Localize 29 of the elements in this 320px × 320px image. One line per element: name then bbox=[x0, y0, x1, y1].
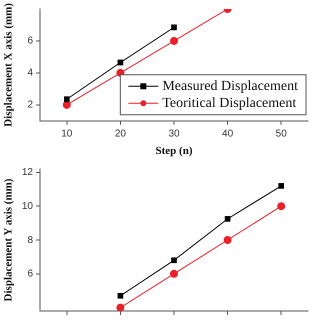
legend-label: Teoritical Displacement bbox=[162, 96, 296, 111]
point bbox=[118, 60, 124, 66]
y-axis-title: Displacement X axis (mm) bbox=[2, 2, 14, 127]
y-axis-title: Displacement Y axis (mm) bbox=[2, 178, 14, 302]
point bbox=[277, 202, 286, 210]
x-tick-label: 30 bbox=[168, 128, 180, 140]
y-tick-label: 6 bbox=[27, 36, 34, 47]
legend-label: Measured Displacement bbox=[162, 78, 298, 94]
x-tick-label: 50 bbox=[276, 128, 288, 140]
point bbox=[224, 216, 230, 222]
x-tick-label: 40 bbox=[222, 128, 234, 140]
point bbox=[170, 270, 178, 278]
y-tick-label: 4 bbox=[27, 68, 34, 79]
point bbox=[278, 183, 284, 189]
point bbox=[171, 257, 177, 264]
y-tick-label: 6 bbox=[27, 268, 34, 280]
point bbox=[224, 236, 232, 244]
point bbox=[116, 304, 124, 311]
x-tick-label: 10 bbox=[61, 128, 73, 140]
x-tick-label: 20 bbox=[114, 128, 126, 140]
y-tick-label: 12 bbox=[22, 167, 34, 178]
point bbox=[170, 36, 178, 45]
y-tick-label: 10 bbox=[22, 200, 34, 212]
point bbox=[64, 96, 70, 102]
y-tick-label: 2 bbox=[27, 100, 34, 111]
x-axis-title: Step (n) bbox=[156, 145, 193, 158]
y-tick-label: 8 bbox=[27, 234, 34, 246]
point bbox=[118, 292, 124, 299]
point bbox=[171, 24, 177, 30]
